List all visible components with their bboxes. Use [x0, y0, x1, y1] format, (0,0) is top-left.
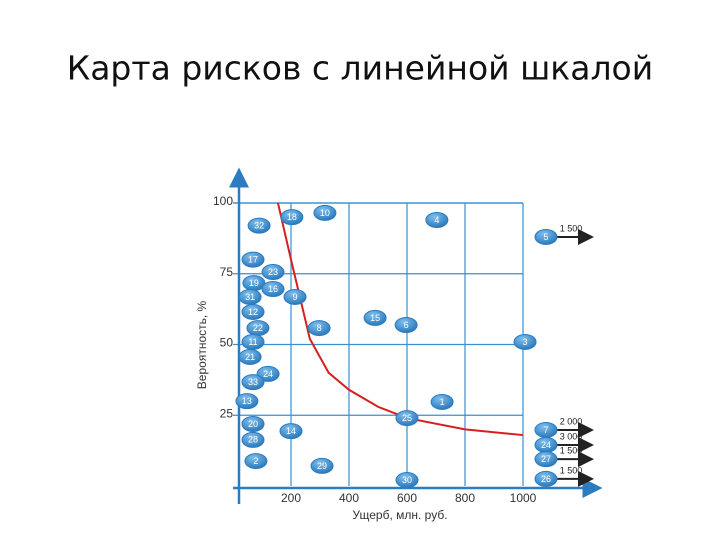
bubble-label: 10: [320, 208, 330, 218]
y-axis-label: Вероятность, %: [195, 300, 209, 389]
risk-bubble: [307, 320, 331, 337]
risk-bubble: [283, 288, 307, 305]
bubble-label: 32: [254, 221, 264, 231]
bubble-label: 3: [523, 337, 528, 347]
bubble-label: 4: [434, 215, 439, 225]
risk-bubble: [534, 470, 558, 487]
overflow-label: 1 500: [560, 445, 583, 455]
chart-title: Карта рисков с линейной шкалой: [67, 49, 653, 88]
bubble-label: 15: [370, 313, 380, 323]
x-tick-label: 1000: [510, 491, 537, 505]
bubble-label: 2: [253, 456, 258, 466]
overflow-label: 1 500: [560, 465, 583, 475]
bubble-label: 29: [317, 461, 327, 471]
bubble-label: 21: [245, 352, 255, 362]
bubble-label: 26: [541, 474, 551, 484]
overflow-label: 2 000: [560, 416, 583, 426]
bubble-label: 27: [541, 454, 551, 464]
bubble-label: 31: [245, 292, 255, 302]
risk-bubble: [238, 348, 262, 365]
y-tick-label: 75: [220, 265, 234, 279]
risk-bubble: [395, 472, 419, 489]
risk-bubble: [425, 211, 449, 228]
bubble-label: 1: [440, 397, 445, 407]
bubble-label: 19: [249, 278, 259, 288]
risk-bubble: [241, 431, 265, 448]
y-tick-label: 25: [220, 406, 234, 420]
risk-bubble: [394, 316, 418, 333]
risk-bubble: [534, 451, 558, 468]
risk-bubble: [244, 453, 268, 470]
risk-bubble: [313, 204, 337, 221]
bubble-label: 24: [263, 369, 273, 379]
bubble-label: 17: [248, 254, 258, 264]
risk-bubble: [534, 228, 558, 245]
bubble-label: 22: [253, 323, 263, 333]
x-tick-label: 400: [339, 491, 359, 505]
risk-bubble: [241, 374, 265, 391]
risk-bubble: [279, 423, 303, 440]
bubble-label: 18: [287, 212, 297, 222]
bubble-label: 14: [286, 426, 296, 436]
x-tick-label: 600: [397, 491, 417, 505]
risk-bubble: [247, 217, 271, 234]
bubble-label: 11: [248, 337, 257, 347]
bubble-label: 28: [248, 435, 258, 445]
risk-bubble: [241, 416, 265, 433]
overflow-label: 1 500: [560, 223, 583, 233]
risk-bubble: [363, 309, 387, 326]
risk-bubble: [430, 393, 454, 410]
y-tick-label: 50: [220, 336, 234, 350]
bubble-label: 25: [402, 413, 412, 423]
risk-bubble: [235, 393, 259, 410]
bubble-label: 9: [293, 292, 298, 302]
risk-bubble: [261, 264, 285, 281]
x-tick-label: 200: [281, 491, 301, 505]
bubble-label: 30: [402, 475, 412, 485]
risk-curve: [276, 202, 524, 437]
x-axis-label: Ущерб, млн. руб.: [352, 508, 447, 522]
risk-bubble: [280, 209, 304, 226]
bubble-label: 20: [248, 419, 258, 429]
bubble-label: 7: [543, 425, 548, 435]
bubble-label: 23: [268, 267, 278, 277]
risk-bubble: [395, 410, 419, 427]
x-tick-label: 800: [455, 491, 475, 505]
bubble-label: 8: [317, 323, 322, 333]
risk-bubble: [241, 251, 265, 268]
risk-bubble: [310, 457, 334, 474]
bubble-label: 6: [404, 320, 409, 330]
risk-bubble: [513, 333, 537, 350]
bubble-label: 16: [268, 284, 278, 294]
overflow-label: 3 000: [560, 431, 583, 441]
risk-bubble: [241, 303, 265, 320]
bubble-label: 12: [248, 307, 258, 317]
y-tick-label: 100: [213, 194, 233, 208]
risk-bubble: [261, 281, 285, 298]
bubble-label: 24: [541, 440, 551, 450]
bubble-label: 5: [543, 232, 548, 242]
bubble-label: 33: [248, 377, 258, 387]
bubble-label: 13: [242, 396, 252, 406]
